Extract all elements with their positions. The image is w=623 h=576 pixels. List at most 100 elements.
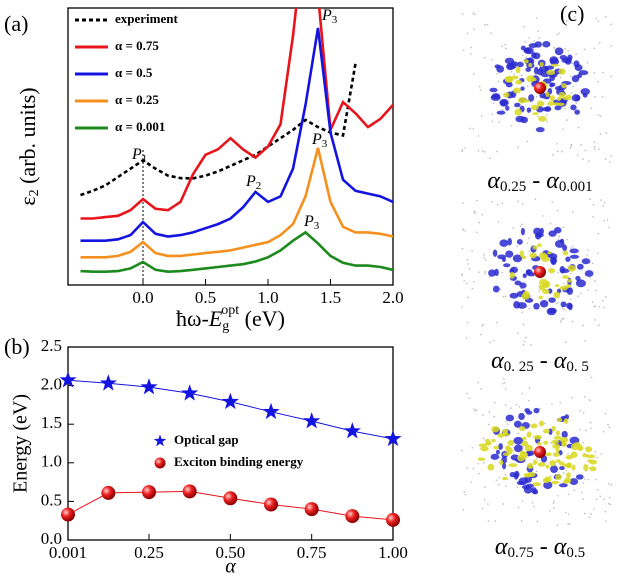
legend-swatch: [153, 434, 167, 447]
grid-dot: [598, 306, 601, 308]
legend-label: α = 0.001: [115, 119, 165, 134]
grid-dot: [480, 333, 482, 336]
blue-lobe: [573, 60, 580, 68]
grid-dot: [594, 305, 597, 308]
grid-dot: [584, 149, 587, 152]
yellow-lobe: [546, 69, 556, 76]
legend-label: α = 0.5: [115, 65, 153, 80]
blue-lobe: [570, 104, 577, 111]
blue-lobe: [492, 249, 498, 257]
grid-dot: [496, 72, 499, 75]
blue-lobe: [561, 430, 568, 439]
yellow-lobe: [503, 92, 510, 98]
blue-lobe: [568, 303, 573, 311]
x-tick-label: 0.75: [297, 543, 327, 562]
grid-dot: [597, 80, 599, 83]
blue-lobe: [580, 88, 590, 96]
blue-lobe: [549, 56, 559, 64]
x-label-part: (eV): [239, 306, 285, 331]
blue-lobe: [576, 263, 584, 270]
star-marker: [384, 429, 402, 447]
blue-lobe: [510, 266, 519, 274]
blue-lobe: [533, 66, 539, 75]
yellow-lobe: [502, 432, 510, 437]
yellow-lobe: [548, 267, 556, 274]
sphere-marker: [264, 497, 279, 512]
grid-dot: [594, 319, 596, 321]
blue-lobe: [569, 478, 579, 485]
caption-part: α: [495, 534, 508, 560]
star-marker: [303, 412, 321, 429]
sphere-marker: [223, 491, 238, 506]
blue-lobe: [575, 474, 584, 480]
grid-dot: [484, 270, 487, 273]
yellow-lobe: [583, 463, 589, 471]
yellow-lobe: [512, 87, 521, 94]
grid-dot: [463, 491, 466, 494]
yellow-lobe: [554, 284, 560, 288]
yellow-lobe: [543, 440, 549, 445]
grid-dot: [602, 430, 605, 433]
grid-dot: [526, 242, 529, 245]
grid-dot: [520, 74, 523, 77]
grid-dot: [520, 520, 523, 522]
legend-swatch: [154, 457, 166, 469]
grid-dot: [464, 230, 466, 232]
blue-lobe: [526, 269, 531, 276]
caption-part: 0.001: [559, 179, 593, 195]
grid-dot: [573, 16, 576, 18]
grid-dot: [461, 149, 464, 151]
grid-dot: [501, 202, 504, 205]
grid-dot: [608, 226, 610, 229]
yellow-lobe: [541, 257, 551, 262]
yellow-lobe: [522, 454, 527, 460]
grid-dot: [605, 296, 607, 298]
blue-lobe: [499, 98, 509, 107]
star-marker: [262, 402, 280, 420]
yellow-lobe: [506, 447, 513, 454]
grid-dot: [484, 486, 486, 488]
yellow-lobe: [549, 460, 557, 467]
grid-dot: [583, 48, 586, 51]
grid-dot: [584, 478, 586, 480]
blue-lobe: [524, 47, 531, 53]
grid-dot: [518, 405, 521, 408]
blue-lobe: [559, 238, 565, 244]
grid-dot: [482, 323, 484, 326]
grid-dot: [466, 32, 469, 35]
grid-dot: [539, 407, 541, 410]
grid-dot: [484, 259, 487, 261]
grid-dot: [499, 288, 502, 290]
blue-lobe: [520, 86, 525, 91]
grid-dot: [593, 71, 596, 74]
grid-dot: [538, 37, 541, 39]
grid-dot: [462, 49, 465, 52]
yellow-lobe: [542, 428, 550, 434]
grid-dot: [535, 95, 538, 98]
yellow-lobe: [524, 444, 533, 452]
blue-lobe: [575, 275, 581, 281]
grid-dot: [476, 199, 478, 202]
grid-dot: [603, 220, 605, 222]
y-axis-label: ε2 (arb. units): [15, 87, 42, 205]
grid-dot: [516, 486, 519, 489]
yellow-lobe: [551, 425, 556, 432]
yellow-lobe: [559, 437, 569, 443]
grid-dot: [492, 339, 495, 342]
grid-dot: [556, 209, 559, 212]
grid-dot: [593, 148, 596, 150]
caption-part: -: [526, 168, 546, 194]
grid-dot: [522, 54, 524, 57]
grid-dot: [586, 254, 588, 256]
blue-lobe: [539, 300, 549, 308]
grid-dot: [556, 524, 559, 527]
grid-dot: [583, 512, 586, 515]
yellow-lobe: [565, 284, 571, 289]
yellow-lobe: [547, 101, 555, 106]
grid-dot: [591, 301, 594, 304]
grid-dot: [510, 407, 512, 409]
grid-dot: [580, 491, 583, 494]
grid-dot: [466, 321, 469, 324]
grid-dot: [600, 453, 603, 455]
blue-lobe: [505, 250, 514, 258]
